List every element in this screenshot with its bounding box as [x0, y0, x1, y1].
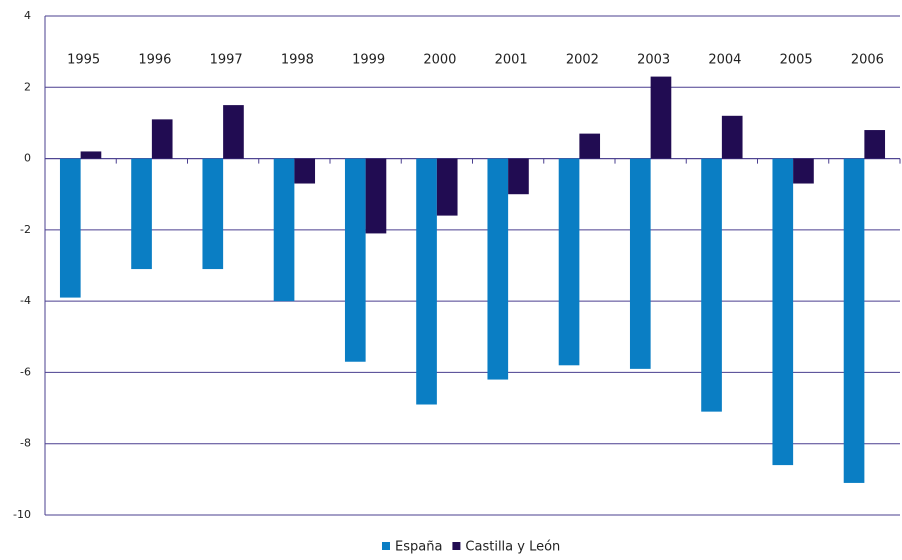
bar: [650, 76, 672, 159]
x-tick-label: 1997: [210, 53, 243, 68]
bar: [202, 158, 224, 270]
y-tick-label: -6: [20, 365, 31, 378]
x-tick-label: 2001: [495, 53, 528, 68]
bar: [151, 119, 173, 159]
y-tick-label: -10: [13, 508, 31, 521]
x-tick-label: 2006: [851, 53, 884, 68]
bar: [864, 130, 886, 159]
bar: [721, 115, 743, 159]
y-tick-label: -4: [20, 294, 31, 307]
bar: [80, 151, 102, 159]
bar: [273, 158, 295, 302]
bar: [558, 158, 580, 366]
bar: [793, 158, 814, 184]
bar: [629, 158, 651, 369]
y-tick-label: 0: [24, 152, 31, 165]
x-tick-label: 2003: [637, 53, 670, 68]
bar: [131, 158, 152, 270]
bar: [344, 158, 366, 362]
y-tick-label: 4: [24, 9, 31, 22]
bar: [701, 158, 722, 412]
x-tick-label: 2005: [780, 53, 813, 68]
bar: [579, 133, 601, 159]
x-tick-label: 2002: [566, 53, 599, 68]
legend-swatch: [452, 542, 461, 550]
bar: [223, 105, 244, 159]
bar: [843, 158, 865, 483]
bar: [508, 158, 529, 195]
bar: [772, 158, 794, 466]
legend-swatch: [382, 542, 390, 550]
bar: [416, 158, 437, 405]
y-tick-label: -2: [20, 223, 31, 236]
bar: [436, 158, 458, 216]
x-tick-label: 1995: [67, 53, 100, 68]
x-tick-label: 2004: [708, 53, 741, 68]
x-tick-label: 1999: [352, 53, 385, 68]
bar: [59, 158, 81, 298]
legend-label: Castilla y León: [465, 540, 560, 555]
legend-label: España: [395, 540, 442, 555]
y-tick-label: -8: [20, 437, 31, 450]
y-tick-label: 2: [24, 80, 31, 93]
bar: [487, 158, 509, 380]
x-tick-label: 2000: [423, 53, 456, 68]
x-tick-label: 1996: [138, 53, 171, 68]
bar: [294, 158, 316, 184]
bar: [365, 158, 387, 234]
x-tick-label: 1998: [281, 53, 314, 68]
